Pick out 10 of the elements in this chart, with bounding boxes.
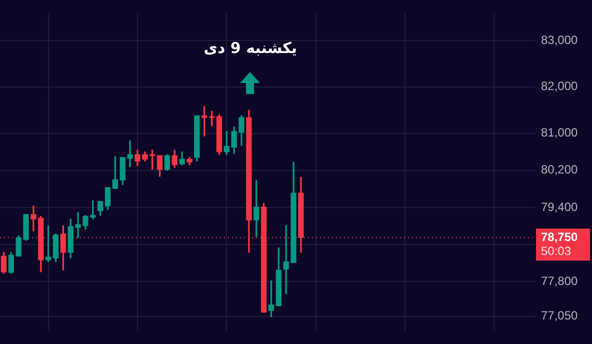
y-tick-label: 82,000: [541, 79, 578, 94]
y-tick-label: 77,050: [541, 308, 578, 323]
y-tick-label: 81,000: [541, 126, 578, 140]
ref-line-label: 78,750: [541, 230, 578, 244]
y-tick-label: 77,800: [541, 274, 578, 288]
text: 50:03: [541, 244, 572, 258]
annotation: یکشنبه 9 دی: [204, 38, 298, 57]
y-tick-label: 79,400: [541, 200, 578, 214]
y-tick-label: 80,200: [541, 162, 578, 177]
y-tick-label: 83,000: [541, 32, 578, 47]
